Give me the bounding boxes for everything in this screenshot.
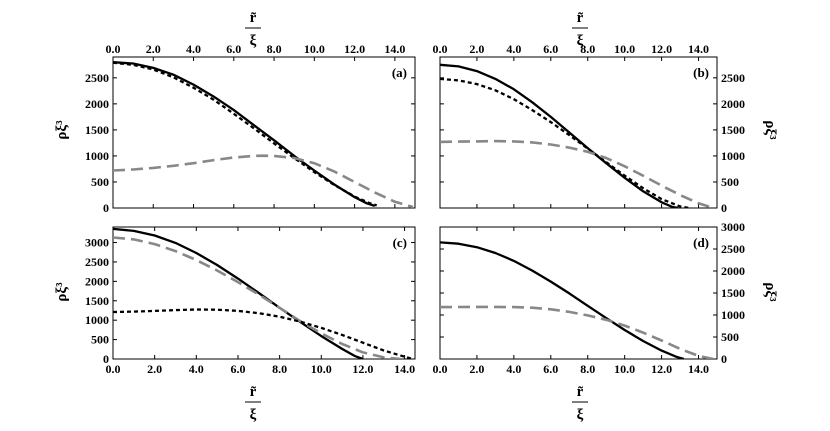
y-tick-label: 3000 — [85, 236, 109, 250]
x-tick-label: 10.0 — [614, 42, 635, 56]
x-tick-label: 10.0 — [614, 362, 635, 376]
y-tick-label: 1000 — [85, 149, 109, 163]
x-tick-label: 12.0 — [344, 42, 365, 56]
series-line-dashed — [113, 236, 401, 359]
panel-label: (d) — [693, 235, 709, 250]
panel-frame — [439, 226, 718, 360]
x-tick-label: 0.0 — [106, 362, 121, 376]
x-title-numerator: r̃ — [577, 10, 584, 26]
y-tick-label: 500 — [91, 333, 109, 347]
x-tick-label: 8.0 — [580, 362, 595, 376]
series-line-dashed — [113, 154, 414, 208]
y-tick-label: 500 — [721, 330, 739, 344]
y-tick-label: 0 — [721, 352, 727, 366]
y-tick-label: 2500 — [721, 242, 745, 256]
y-tick-label: 500 — [721, 175, 739, 189]
y-tick-label: 2000 — [721, 97, 745, 111]
y-tick-label: 2000 — [721, 264, 745, 278]
y-tick-label: 2500 — [85, 255, 109, 269]
panel-frame — [112, 56, 416, 209]
panel-frame — [112, 226, 416, 360]
x-tick-label: 2.0 — [469, 362, 484, 376]
series-line-dashed — [440, 139, 714, 208]
x-tick-label: 0.0 — [433, 42, 448, 56]
y-tick-label: 1500 — [85, 123, 109, 137]
y-tick-label: 0 — [103, 352, 109, 366]
x-tick-label: 0.0 — [433, 362, 448, 376]
x-tick-label: 14.0 — [384, 42, 405, 56]
x-tick-label: 10.0 — [311, 362, 332, 376]
x-axis-title-top: r̃ ξ — [245, 10, 261, 49]
x-tick-label: 14.0 — [688, 362, 709, 376]
y-axis-title-d: ρξ³ — [762, 282, 778, 302]
x-tick-label: 4.0 — [506, 42, 521, 56]
x-title-denominator: ξ — [250, 407, 257, 423]
panels-group: 0.0 2.0 4.0 6.0 8.0 10.0 12.0 14.0 0 500 1000 1500 2… — [85, 42, 745, 376]
y-tick-label: 1000 — [721, 149, 745, 163]
x-tick-label: 4.0 — [506, 362, 521, 376]
x-title-numerator: r̃ — [577, 384, 584, 400]
x-tick-label: 10.0 — [304, 42, 325, 56]
y-tick-label: 2500 — [721, 71, 745, 85]
y-tick-label: 1500 — [85, 294, 109, 308]
x-tick-label: 14.0 — [688, 42, 709, 56]
y-axis-title-b: ρξ³ — [762, 120, 778, 140]
panel-d: 0.0 2.0 4.0 6.0 8.0 10.0 12.0 14.0 0 500 1000 1500 2… — [433, 220, 746, 376]
series-line-solid — [113, 227, 364, 359]
panel-c: 0.0 2.0 4.0 6.0 8.0 10.0 12.0 14.0 0 500 1000 1500 2… — [85, 226, 416, 376]
panel-a: 0.0 2.0 4.0 6.0 8.0 10.0 12.0 14.0 0 500 1000 1500 2… — [85, 42, 416, 215]
panel-label: (a) — [392, 65, 407, 80]
x-tick-label: 8.0 — [272, 362, 287, 376]
x-tick-label: 6.0 — [543, 362, 558, 376]
x-axis-title-top-right: r̃ ξ — [572, 10, 588, 49]
x-axis-title-bottom-right: r̃ ξ — [572, 384, 588, 423]
y-tick-label: 0 — [103, 201, 109, 215]
x-tick-label: 6.0 — [230, 362, 245, 376]
x-tick-label: 12.0 — [651, 42, 672, 56]
panel-label: (b) — [693, 65, 709, 80]
x-tick-label: 12.0 — [352, 362, 373, 376]
x-tick-label: 2.0 — [469, 42, 484, 56]
x-tick-label: 2.0 — [147, 362, 162, 376]
x-title-denominator: ξ — [250, 33, 257, 49]
y-tick-label: 500 — [91, 175, 109, 189]
x-title-numerator: r̃ — [250, 384, 257, 400]
x-tick-label: 4.0 — [186, 42, 201, 56]
x-title-denominator: ξ — [577, 33, 584, 49]
x-tick-label: 12.0 — [651, 362, 672, 376]
y-axis-title-c: ρξ³ — [54, 282, 70, 302]
x-tick-label: 4.0 — [189, 362, 204, 376]
y-tick-label: 1000 — [721, 308, 745, 322]
series-line-dotted — [113, 308, 414, 359]
y-tick-label: 2000 — [85, 274, 109, 288]
x-tick-label: 6.0 — [543, 42, 558, 56]
x-tick-label: 2.0 — [146, 42, 161, 56]
series-line-solid — [440, 241, 685, 359]
panel-frame — [439, 56, 718, 209]
x-title-numerator: r̃ — [250, 10, 257, 26]
series-line-dashed — [440, 305, 714, 359]
panel-b: 0.0 2.0 4.0 6.0 8.0 10.0 12.0 14.0 0 500 1000 1500 2… — [433, 42, 746, 215]
y-tick-label: 3000 — [721, 220, 745, 234]
x-tick-label: 0.0 — [106, 42, 121, 56]
y-tick-label: 2500 — [85, 71, 109, 85]
series-line-solid — [440, 63, 679, 208]
series-line-solid — [113, 61, 376, 207]
x-axis-title-bottom: r̃ ξ — [245, 384, 261, 423]
x-tick-label: 8.0 — [580, 42, 595, 56]
y-tick-label: 0 — [721, 201, 727, 215]
panel-label: (c) — [393, 235, 407, 250]
series-line-dotted — [440, 77, 690, 208]
x-tick-label: 6.0 — [226, 42, 241, 56]
y-tick-label: 2000 — [85, 97, 109, 111]
x-tick-label: 14.0 — [394, 362, 415, 376]
x-tick-label: 8.0 — [267, 42, 282, 56]
series-line-dotted — [113, 61, 378, 207]
y-axis-title-a: ρξ³ — [54, 120, 70, 140]
y-tick-label: 1500 — [721, 286, 745, 300]
y-tick-label: 1500 — [721, 123, 745, 137]
y-tick-label: 1000 — [85, 313, 109, 327]
x-title-denominator: ξ — [577, 407, 584, 423]
